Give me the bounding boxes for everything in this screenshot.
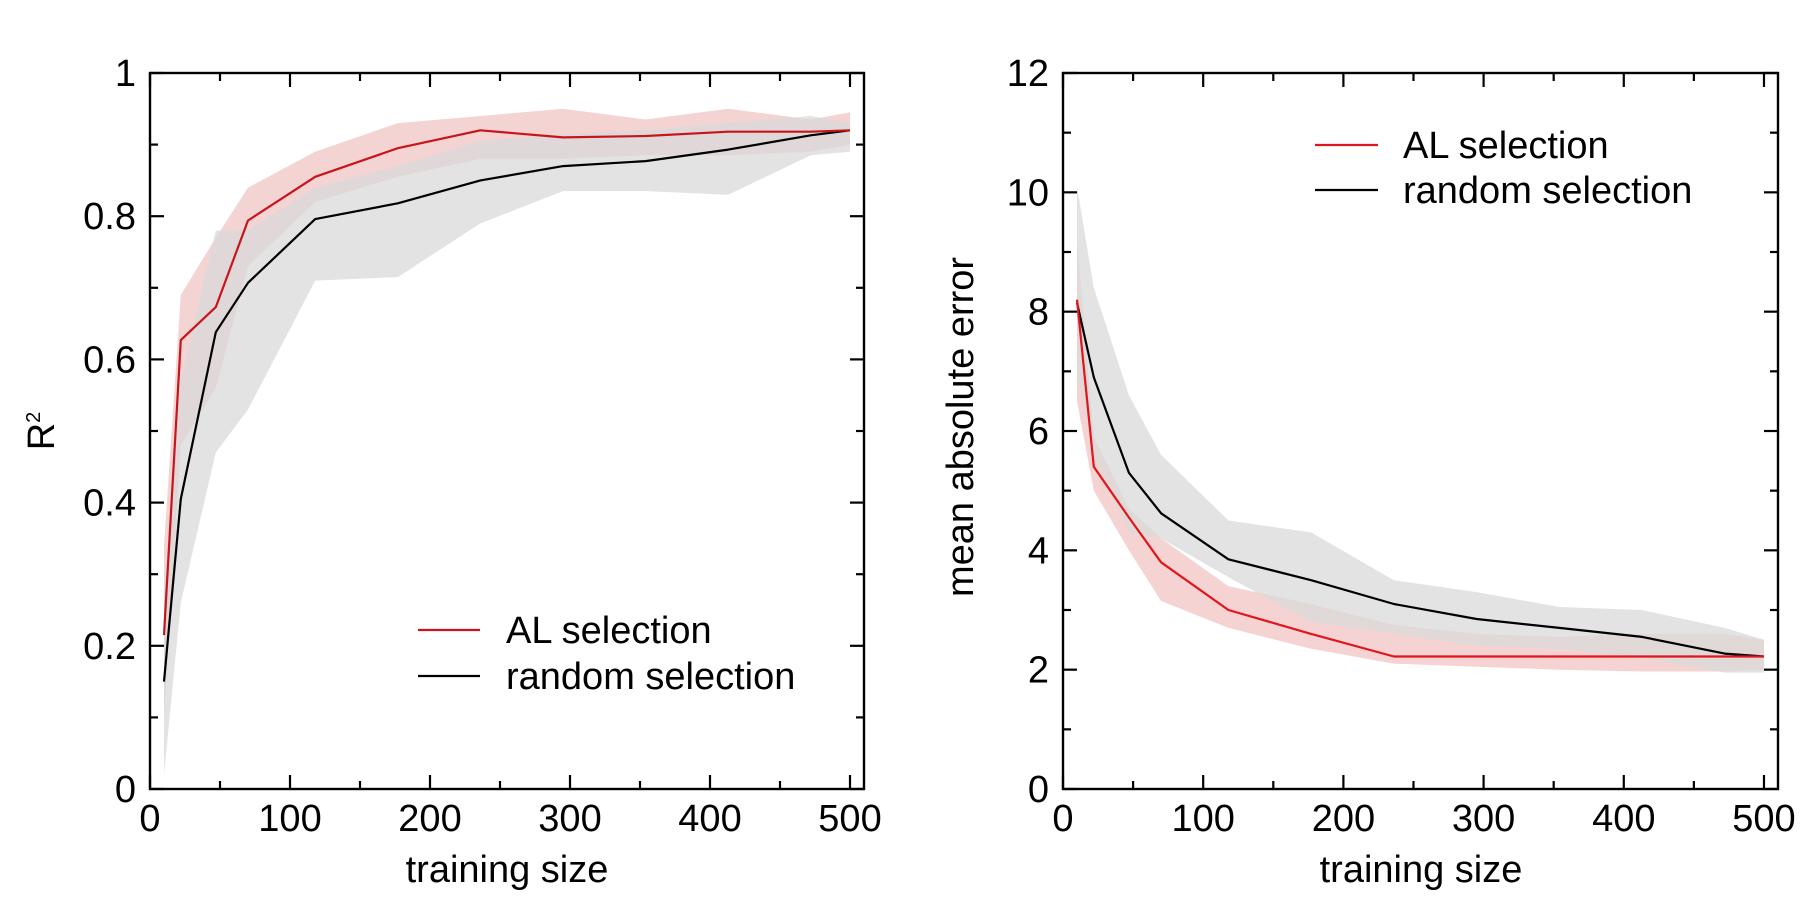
mae-x-tick-label: 300	[1452, 798, 1515, 840]
r2-y-tick-label: 0.6	[83, 339, 136, 381]
r2-y-axis-title: R2	[21, 412, 63, 451]
mae-y-tick-label: 0	[1028, 769, 1049, 811]
r2-x-axis-title: training size	[406, 849, 609, 891]
mae-x-tick-label: 400	[1592, 798, 1655, 840]
mae-line-al	[1075, 299, 1764, 658]
r2-legend: AL selection random selection	[418, 610, 795, 698]
r2-y-axis-title-superscript: 2	[23, 412, 45, 423]
r2-line-al	[162, 129, 851, 636]
r2-legend-label-random: random selection	[506, 656, 795, 698]
mae-x-axis-title: training size	[1320, 849, 1523, 891]
mae-legend-label-random: random selection	[1403, 170, 1692, 212]
r2-y-tick-label: 1	[115, 53, 136, 95]
r2-series-lines	[162, 129, 851, 682]
r2-x-tick-label: 100	[258, 798, 321, 840]
mae-x-tick-label: 500	[1732, 798, 1795, 840]
r2-line-random	[162, 129, 851, 682]
r2-y-tick-label: 0.2	[83, 626, 136, 668]
r2-x-tick-label: 300	[538, 798, 601, 840]
r2-chart-panel: 0 100 200 300 400 500 0 0.2 0.4 0.6 0.8 1 training …	[21, 53, 882, 891]
mae-uncertainty-bands	[1077, 186, 1764, 673]
r2-x-tick-label: 0	[139, 798, 160, 840]
mae-y-tick-label: 8	[1028, 292, 1049, 334]
r2-y-tick-label: 0.8	[83, 196, 136, 238]
mae-x-tick-label: 100	[1171, 798, 1234, 840]
mae-y-axis-title: mean absolute error	[940, 257, 982, 597]
r2-y-tick-label: 0	[115, 769, 136, 811]
mae-axis-ticks	[1061, 71, 1778, 791]
r2-tick-labels: 0 100 200 300 400 500 0 0.2 0.4 0.6 0.8 1	[83, 53, 882, 840]
mae-tick-labels: 0 100 200 300 400 500 0 2 4 6 8 10 12	[1007, 53, 1796, 840]
mae-legend: AL selection random selection	[1315, 125, 1692, 212]
r2-y-tick-label: 0.4	[83, 483, 136, 525]
mae-y-tick-label: 4	[1028, 530, 1049, 572]
mae-y-tick-label: 6	[1028, 411, 1049, 453]
mae-x-tick-label: 200	[1312, 798, 1375, 840]
mae-x-tick-label: 0	[1052, 798, 1073, 840]
r2-legend-label-al: AL selection	[506, 610, 712, 652]
r2-x-tick-label: 400	[678, 798, 741, 840]
r2-x-tick-label: 500	[818, 798, 881, 840]
mae-legend-label-al: AL selection	[1403, 125, 1609, 167]
mae-y-tick-label: 10	[1007, 172, 1049, 214]
mae-y-tick-label: 2	[1028, 650, 1049, 692]
mae-line-random	[1075, 302, 1765, 658]
r2-x-tick-label: 200	[398, 798, 461, 840]
mae-y-tick-label: 12	[1007, 53, 1049, 95]
mae-band-random	[1077, 186, 1764, 673]
r2-y-axis-title-base: R	[21, 423, 63, 450]
r2-axis-ticks	[148, 71, 864, 791]
mae-series-lines	[1075, 299, 1765, 658]
